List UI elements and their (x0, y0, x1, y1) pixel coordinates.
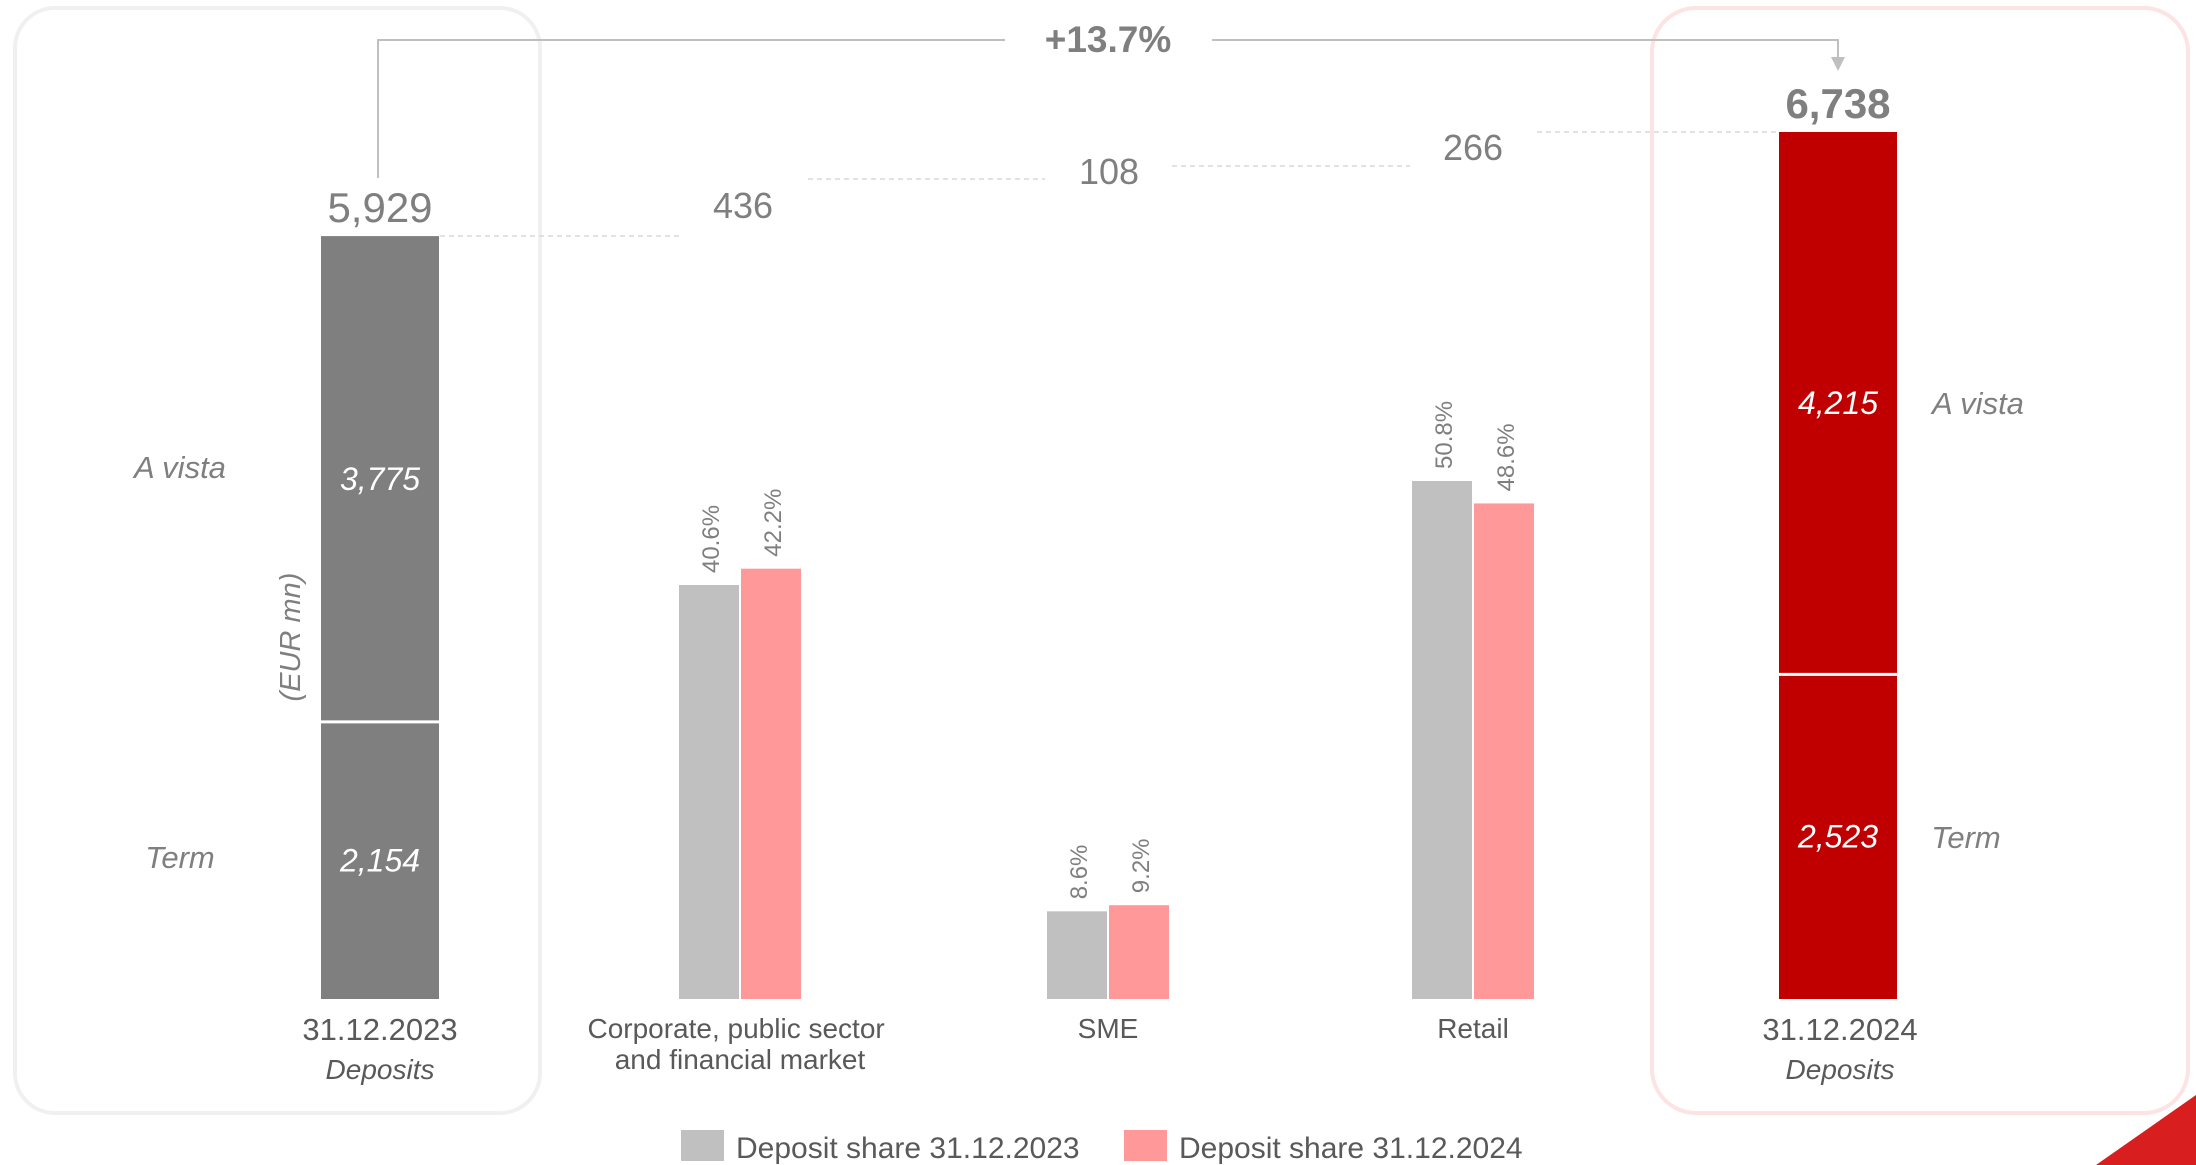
end-a-vista-name: A vista (1930, 386, 2024, 421)
share-label-s0-c1: 8.6% (1066, 845, 1093, 900)
legend-label-2024: Deposit share 31.12.2024 (1179, 1132, 1523, 1165)
end-highlight-frame (1650, 6, 2190, 1115)
increment-label-retail: 266 (1443, 127, 1503, 168)
legend-label-2023: Deposit share 31.12.2023 (736, 1132, 1080, 1165)
category-label-sme: SME (1078, 1013, 1139, 1044)
share-label-s0-c0: 40.6% (698, 505, 725, 573)
category-label-corporate-line1: Corporate, public sector (587, 1013, 884, 1044)
share-label-s1-c0: 42.2% (760, 489, 787, 557)
growth-arrow-head (1831, 57, 1845, 71)
start-sub-label: Deposits (326, 1054, 435, 1085)
share-bar-s0-c1 (1047, 911, 1107, 999)
corner-swoosh (2096, 1095, 2196, 1165)
end-date-label: 31.12.2024 (1762, 1012, 1917, 1047)
unit-label: (EUR mn) (275, 573, 307, 702)
end-a-vista-value: 4,215 (1798, 385, 1878, 421)
end-term-value: 2,523 (1797, 819, 1878, 855)
share-bar-s0-c0 (679, 585, 739, 999)
growth-connector-line-right (1212, 39, 1839, 58)
end-sub-label: Deposits (1786, 1054, 1895, 1085)
growth-connector-line (377, 39, 1005, 178)
growth-label: +13.7% (1045, 19, 1172, 60)
category-label-corporate-line2: and financial market (615, 1044, 866, 1075)
start-term-bar (321, 721, 439, 999)
increment-label-sme: 108 (1079, 151, 1139, 192)
category-label-corporate: Corporate, public sector and financial m… (587, 1013, 892, 1075)
start-a-vista-bar (321, 236, 439, 722)
share-label-s1-c2: 48.6% (1493, 423, 1520, 491)
start-term-name: Term (145, 840, 214, 875)
share-label-s0-c2: 50.8% (1431, 401, 1458, 469)
share-bar-s1-c2 (1474, 503, 1534, 999)
end-term-name: Term (1931, 820, 2000, 855)
share-bar-s1-c1 (1109, 905, 1169, 999)
increment-label-corporate: 436 (713, 185, 773, 226)
start-a-vista-name: A vista (132, 450, 226, 485)
share-bar-s1-c0 (741, 568, 801, 999)
legend-swatch-2024 (1124, 1130, 1167, 1161)
legend-swatch-2023 (681, 1130, 724, 1161)
category-label-retail: Retail (1437, 1013, 1509, 1044)
start-term-value: 2,154 (339, 842, 420, 878)
start-total-label: 5,929 (327, 184, 432, 231)
share-bars: 40.6% 8.6% 50.8% 42.2% 9.2% 48.6% (679, 401, 1534, 999)
start-a-vista-value: 3,775 (340, 461, 420, 497)
end-total-label: 6,738 (1785, 80, 1890, 127)
share-label-s1-c1: 9.2% (1128, 838, 1155, 893)
end-term-bar (1779, 674, 1897, 999)
share-bar-s0-c2 (1412, 481, 1472, 999)
end-a-vista-bar (1779, 132, 1897, 675)
start-highlight-frame (13, 6, 542, 1115)
start-date-label: 31.12.2023 (302, 1012, 457, 1047)
